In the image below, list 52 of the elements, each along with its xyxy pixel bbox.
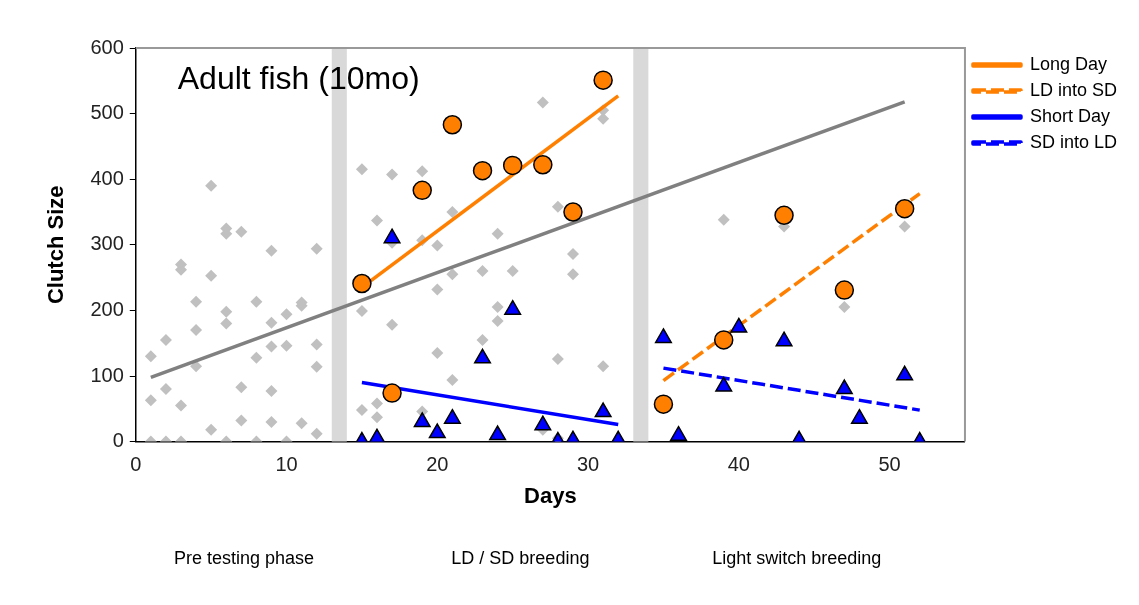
y-tick-label: 600 — [90, 35, 124, 58]
y-tick-label: 500 — [90, 101, 124, 124]
point — [489, 425, 507, 441]
point — [850, 408, 868, 424]
y-tick-label: 0 — [112, 429, 124, 452]
x-tick-label: 40 — [727, 453, 750, 476]
legend-label: Long Day — [1029, 53, 1108, 74]
x-tick-label: 30 — [576, 453, 600, 476]
point — [835, 379, 853, 395]
point — [413, 412, 431, 428]
point — [713, 330, 734, 350]
point — [472, 160, 493, 181]
point — [894, 198, 915, 219]
point — [533, 155, 553, 175]
text: Light switch breeding — [712, 547, 882, 568]
point — [774, 205, 794, 226]
legend-label: Short Day — [1029, 105, 1111, 126]
x-tick-label: 20 — [426, 453, 449, 476]
text: LD / SD breeding — [451, 547, 590, 568]
y-tick-label: 400 — [90, 166, 124, 189]
point — [473, 348, 492, 364]
point — [715, 376, 733, 392]
y-tick-label: 100 — [90, 363, 124, 386]
point — [896, 365, 914, 381]
point — [534, 415, 552, 431]
point — [428, 423, 446, 439]
x-tick-label: 0 — [130, 453, 142, 476]
legend-label: SD into LD — [1029, 131, 1118, 152]
x-tick-label: 10 — [275, 453, 298, 476]
text: Pre testing phase — [173, 547, 315, 568]
point — [504, 299, 522, 315]
point — [594, 402, 612, 418]
legend-label: LD into SD — [1029, 79, 1118, 100]
chart-title: Adult fish (10mo) — [177, 59, 420, 96]
point — [442, 115, 463, 135]
point — [593, 70, 613, 90]
y-axis-title: Clutch Size — [43, 185, 69, 305]
point — [352, 273, 372, 294]
point — [775, 331, 793, 347]
y-tick-label: 300 — [90, 232, 124, 255]
point — [730, 317, 748, 333]
point — [563, 202, 583, 222]
point — [654, 328, 672, 344]
point — [443, 408, 461, 424]
point — [412, 180, 432, 201]
x-axis-title: Days — [524, 482, 577, 508]
point — [502, 155, 523, 176]
y-tick-label: 200 — [90, 297, 124, 320]
point — [834, 280, 855, 300]
x-tick-label: 50 — [878, 453, 901, 476]
point — [383, 228, 401, 244]
point — [669, 425, 688, 441]
